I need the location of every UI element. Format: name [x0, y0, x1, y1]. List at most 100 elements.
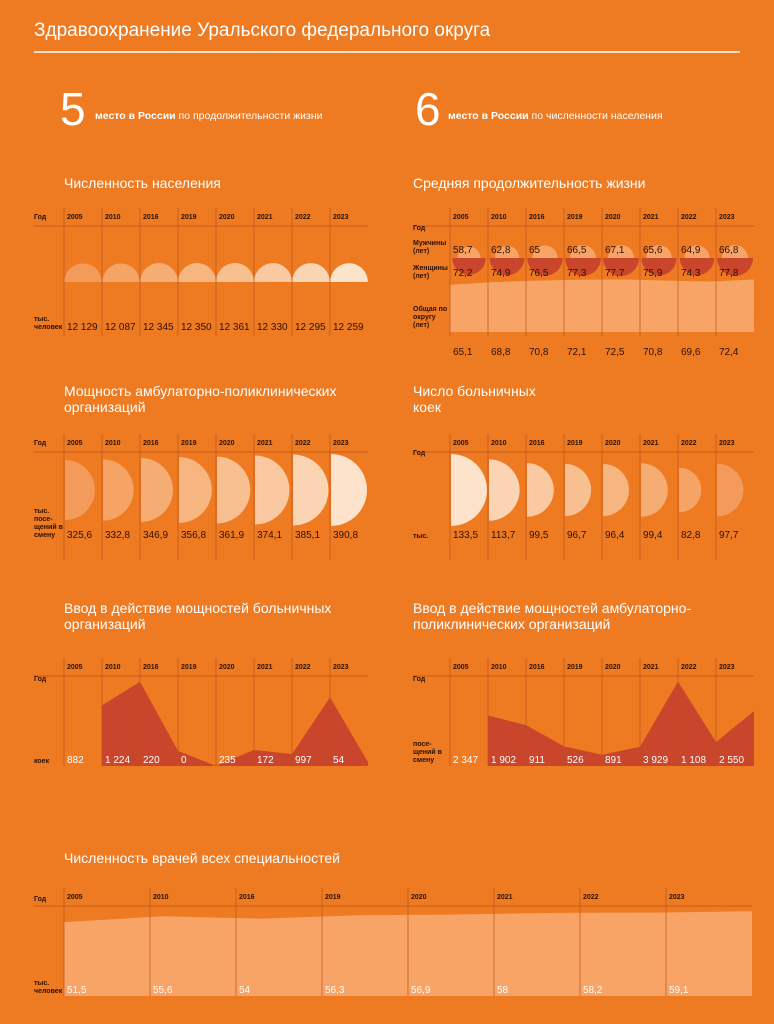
value-label: 882 [67, 755, 84, 766]
value-label: 77,8 [719, 268, 739, 279]
value-label: 70,8 [529, 347, 549, 358]
value-label: 68,8 [491, 347, 511, 358]
value-label: 346,9 [143, 530, 169, 541]
half-circle [565, 463, 592, 517]
value-label: 332,8 [105, 530, 131, 541]
dome-men [722, 245, 748, 258]
value-label: 997 [295, 755, 312, 766]
value-label: 62,8 [491, 245, 511, 256]
value-label: 356,8 [181, 530, 207, 541]
dome-women [489, 258, 525, 276]
dome-men [608, 245, 634, 258]
year-tick-label: 2022 [681, 214, 697, 221]
value-label: 235 [219, 755, 236, 766]
half-circle [103, 459, 134, 521]
value-label: 12 345 [143, 322, 174, 333]
year-tick-label: 2016 [143, 664, 159, 671]
half-circle [217, 456, 251, 524]
year-tick-label: 2019 [181, 214, 197, 221]
year-tick-label: 2023 [333, 664, 349, 671]
value-label: 74,3 [681, 268, 701, 279]
year-tick-label: 2022 [681, 664, 697, 671]
year-tick-label: 2020 [411, 894, 427, 901]
value-label: 58,7 [453, 245, 473, 256]
year-tick-label: 2022 [295, 664, 311, 671]
dome [102, 263, 140, 282]
year-tick-label: 2020 [219, 214, 235, 221]
value-label: 526 [567, 755, 584, 766]
value-label: 56,9 [411, 985, 431, 996]
year-tick-label: 2010 [491, 214, 507, 221]
dome-men [532, 245, 558, 258]
value-label: 113,7 [491, 530, 516, 541]
dome-women [452, 258, 486, 275]
rank: 6 [415, 83, 441, 135]
dome-men [570, 245, 596, 258]
dome-women [603, 258, 639, 276]
stat-emphasis: место в России [95, 110, 176, 122]
year-tick-label: 2023 [719, 440, 735, 447]
year-label: Год [413, 676, 426, 683]
year-tick-label: 2019 [567, 440, 583, 447]
value-label: 58 [497, 985, 509, 996]
value-label: 2 550 [719, 755, 745, 766]
value-label: 54 [239, 985, 251, 996]
value-label: 133,5 [453, 530, 479, 541]
dome-men [494, 245, 520, 258]
year-tick-label: 2016 [143, 214, 159, 221]
value-label: 12 129 [67, 322, 98, 333]
rank: 5 [60, 83, 86, 135]
year-label: Год [34, 214, 47, 221]
year-tick-label: 2023 [333, 214, 349, 221]
chart-title: Мощность амбулаторно-поликлинических орг… [64, 383, 337, 416]
value-label: 66,5 [567, 245, 587, 256]
year-tick-label: 2010 [153, 894, 169, 901]
value-label: 56,3 [325, 985, 345, 996]
year-tick-label: 2020 [605, 214, 621, 221]
value-label: 97,7 [719, 530, 739, 541]
value-label: 2 347 [453, 755, 479, 766]
dome-women [679, 258, 715, 276]
year-tick-label: 2010 [105, 440, 121, 447]
year-label: Год [34, 896, 47, 903]
value-label: 58,2 [583, 985, 603, 996]
year-tick-label: 2005 [67, 214, 83, 221]
year-tick-label: 2020 [605, 440, 621, 447]
half-circle [527, 463, 554, 517]
value-label: 65,6 [643, 245, 663, 256]
value-label: 51,5 [67, 985, 87, 996]
value-label: 77,7 [605, 268, 625, 279]
year-tick-label: 2005 [453, 214, 469, 221]
dome-women [717, 258, 753, 276]
value-label: 12 350 [181, 322, 212, 333]
chart-title: Численность населения [64, 175, 221, 191]
chart-title: Ввод в действие мощностей больничных орг… [64, 600, 332, 633]
value-label: 66,8 [719, 245, 739, 256]
year-tick-label: 2020 [219, 664, 235, 671]
unit-label: тыс. человек [34, 980, 63, 996]
legend-label: Мужчины (лет) [413, 240, 447, 256]
value-label: 374,1 [257, 530, 283, 541]
year-tick-label: 2005 [67, 894, 83, 901]
year-tick-label: 2021 [257, 664, 273, 671]
dome [330, 263, 368, 282]
value-label: 54 [333, 755, 345, 766]
value-label: 67,1 [605, 245, 625, 256]
dome [140, 263, 178, 282]
value-label: 82,8 [681, 530, 701, 541]
year-tick-label: 2021 [643, 664, 659, 671]
value-label: 361,9 [219, 530, 245, 541]
stat-text: место в России по продолжительности жизн… [95, 110, 323, 122]
year-label: Год [413, 225, 426, 232]
unit-label: посе- щений в смену [413, 741, 442, 765]
year-tick-label: 2010 [491, 664, 507, 671]
value-label: 911 [529, 755, 545, 766]
value-label: 59,1 [669, 985, 689, 996]
value-label: 12 361 [219, 322, 250, 333]
year-tick-label: 2016 [239, 894, 255, 901]
half-circle [141, 458, 173, 522]
year-tick-label: 2020 [219, 440, 235, 447]
value-label: 325,6 [67, 530, 93, 541]
dome-men [646, 245, 672, 258]
value-label: 65,1 [453, 347, 473, 358]
